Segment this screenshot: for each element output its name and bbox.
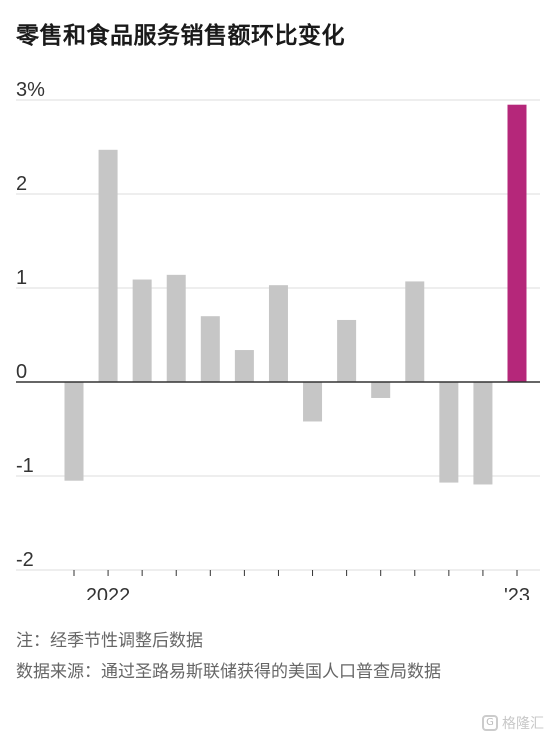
bar (64, 382, 84, 481)
chart-title: 零售和食品服务销售额环比变化 (16, 23, 345, 49)
bar (371, 382, 391, 398)
bar (200, 316, 220, 382)
y-tick-label: 1 (16, 267, 27, 289)
chart-source: 数据来源：通过圣路易斯联储获得的美国人口普查局数据 (16, 662, 441, 682)
y-tick-label: -2 (16, 549, 34, 571)
x-tick-labels: 2022 '23 (86, 585, 530, 600)
x-axis (16, 381, 540, 576)
watermark: G 格隆汇 (482, 713, 544, 733)
chart-note: 注：经季节性调整后数据 (16, 631, 203, 651)
bars (64, 104, 527, 485)
bar (473, 382, 493, 485)
bar-chart: 3% 2 1 0 -1 -2 2022 '23 (16, 79, 540, 600)
y-tick-label: -1 (16, 455, 34, 477)
bar (234, 350, 254, 382)
bar (439, 382, 459, 483)
y-tick-labels: 3% 2 1 0 -1 -2 (16, 79, 45, 571)
bar (132, 279, 152, 382)
bar (303, 382, 323, 422)
y-tick-label: 0 (16, 361, 27, 383)
x-tick-label: '23 (504, 585, 530, 600)
y-tick-label: 2 (16, 173, 27, 195)
bar (507, 104, 527, 382)
logo-icon: G (482, 715, 498, 731)
bar (98, 149, 118, 382)
x-tick-label: 2022 (86, 585, 131, 600)
y-tick-label: 3% (16, 79, 45, 101)
bar (166, 274, 186, 382)
watermark-text: 格隆汇 (502, 716, 544, 732)
bar (405, 281, 425, 382)
bar (337, 319, 357, 382)
bar (268, 285, 288, 382)
